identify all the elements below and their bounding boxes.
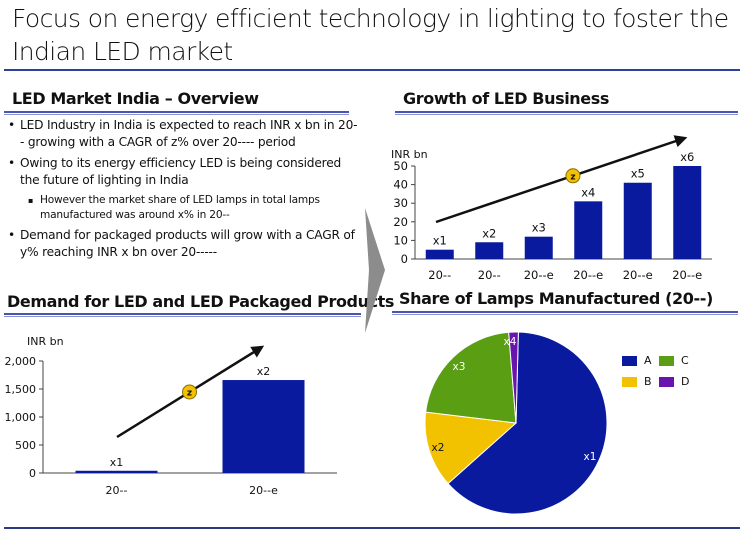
overview-heading: LED Market India – Overview bbox=[12, 89, 259, 108]
growth-heading-rule bbox=[395, 111, 738, 115]
pie-slice-a bbox=[447, 331, 608, 515]
y-tick-label: 500 bbox=[15, 439, 36, 452]
y-tick-label: 1,500 bbox=[5, 383, 37, 396]
data-label: x6 bbox=[680, 150, 694, 164]
demand-ylabel: INR bn bbox=[27, 335, 64, 348]
x-tick-label: 20-- bbox=[478, 268, 501, 282]
x-tick-label: 20--e bbox=[672, 268, 702, 282]
data-label: x2 bbox=[482, 226, 496, 240]
legend-item-c: C bbox=[659, 354, 689, 367]
legend-label: B bbox=[644, 375, 652, 388]
chevron-arrow-icon bbox=[365, 208, 385, 333]
growth-heading: Growth of LED Business bbox=[403, 89, 609, 108]
y-tick-label: 20 bbox=[393, 215, 408, 229]
bar bbox=[475, 242, 504, 259]
y-tick-label: 1,000 bbox=[5, 411, 37, 424]
cagr-badge bbox=[182, 384, 197, 400]
data-label: x4 bbox=[581, 185, 595, 199]
bar bbox=[425, 249, 454, 259]
bar bbox=[222, 380, 305, 473]
sub-bullet-item: However the market share of LED lamps in… bbox=[8, 193, 360, 223]
x-tick-label: 20--e bbox=[524, 268, 554, 282]
data-label: x3 bbox=[532, 221, 546, 235]
pie-slice-c bbox=[425, 331, 517, 424]
x-tick-label: 20-- bbox=[428, 268, 451, 282]
pie-slice-d bbox=[508, 331, 519, 424]
trend-arrow bbox=[435, 135, 688, 224]
footer-divider bbox=[4, 527, 740, 529]
x-tick-label: 20--e bbox=[623, 268, 653, 282]
x-tick-label: 20--e bbox=[573, 268, 603, 282]
legend-item-d: D bbox=[659, 375, 689, 388]
bullet-item: Owing to its energy efficiency LED is be… bbox=[8, 155, 360, 189]
legend-swatch bbox=[659, 376, 674, 387]
demand-heading-rule bbox=[4, 313, 361, 317]
growth-ylabel: INR bn bbox=[391, 148, 428, 161]
bar bbox=[524, 236, 553, 259]
pie-slice-label: x4 bbox=[504, 336, 517, 348]
legend-item-a: A bbox=[622, 354, 652, 367]
share-heading-rule bbox=[392, 311, 738, 315]
page-title: Focus on energy efficient technology in … bbox=[12, 4, 729, 66]
cagr-badge-label: z bbox=[570, 172, 575, 182]
x-tick-label: 20--e bbox=[249, 484, 278, 497]
y-tick-label: 40 bbox=[393, 178, 408, 192]
cagr-badge-label: z bbox=[187, 389, 192, 399]
data-label: x2 bbox=[257, 365, 271, 378]
bar bbox=[75, 470, 158, 473]
share-heading: Share of Lamps Manufactured (20--) bbox=[399, 289, 713, 308]
bullet-item: LED Industry in India is expected to rea… bbox=[8, 117, 360, 151]
y-tick-label: 2,000 bbox=[5, 355, 37, 368]
legend-label: C bbox=[681, 354, 689, 367]
data-label: x1 bbox=[433, 234, 447, 248]
pie-slice-label: x3 bbox=[453, 361, 466, 373]
y-tick-label: 30 bbox=[393, 196, 408, 210]
bar bbox=[623, 182, 652, 259]
bar bbox=[574, 201, 603, 259]
x-tick-label: 20-- bbox=[106, 484, 128, 497]
pie-slice-label: x1 bbox=[584, 451, 597, 463]
pie-slice-label: x2 bbox=[432, 442, 445, 454]
legend-label: A bbox=[644, 354, 652, 367]
legend-swatch bbox=[622, 355, 637, 366]
y-tick-label: 10 bbox=[393, 233, 408, 247]
demand-heading: Demand for LED and LED Packaged Products bbox=[7, 292, 395, 311]
legend-swatch bbox=[659, 355, 674, 366]
title-divider bbox=[4, 69, 740, 71]
y-tick-label: 50 bbox=[393, 159, 408, 173]
trend-arrow bbox=[116, 345, 265, 439]
legend-swatch bbox=[622, 376, 637, 387]
cagr-badge bbox=[565, 168, 581, 184]
y-tick-label: 0 bbox=[401, 252, 408, 266]
pie-slice-b bbox=[424, 411, 518, 485]
bullet-item: Demand for packaged products will grow w… bbox=[8, 227, 360, 261]
y-tick-label: 0 bbox=[29, 467, 36, 480]
legend-label: D bbox=[681, 375, 690, 388]
bar bbox=[673, 166, 702, 259]
overview-bullets: LED Industry in India is expected to rea… bbox=[8, 117, 360, 265]
legend-item-b: B bbox=[622, 375, 652, 388]
overview-heading-rule bbox=[4, 111, 349, 115]
data-label: x1 bbox=[110, 456, 124, 469]
data-label: x5 bbox=[631, 167, 645, 181]
